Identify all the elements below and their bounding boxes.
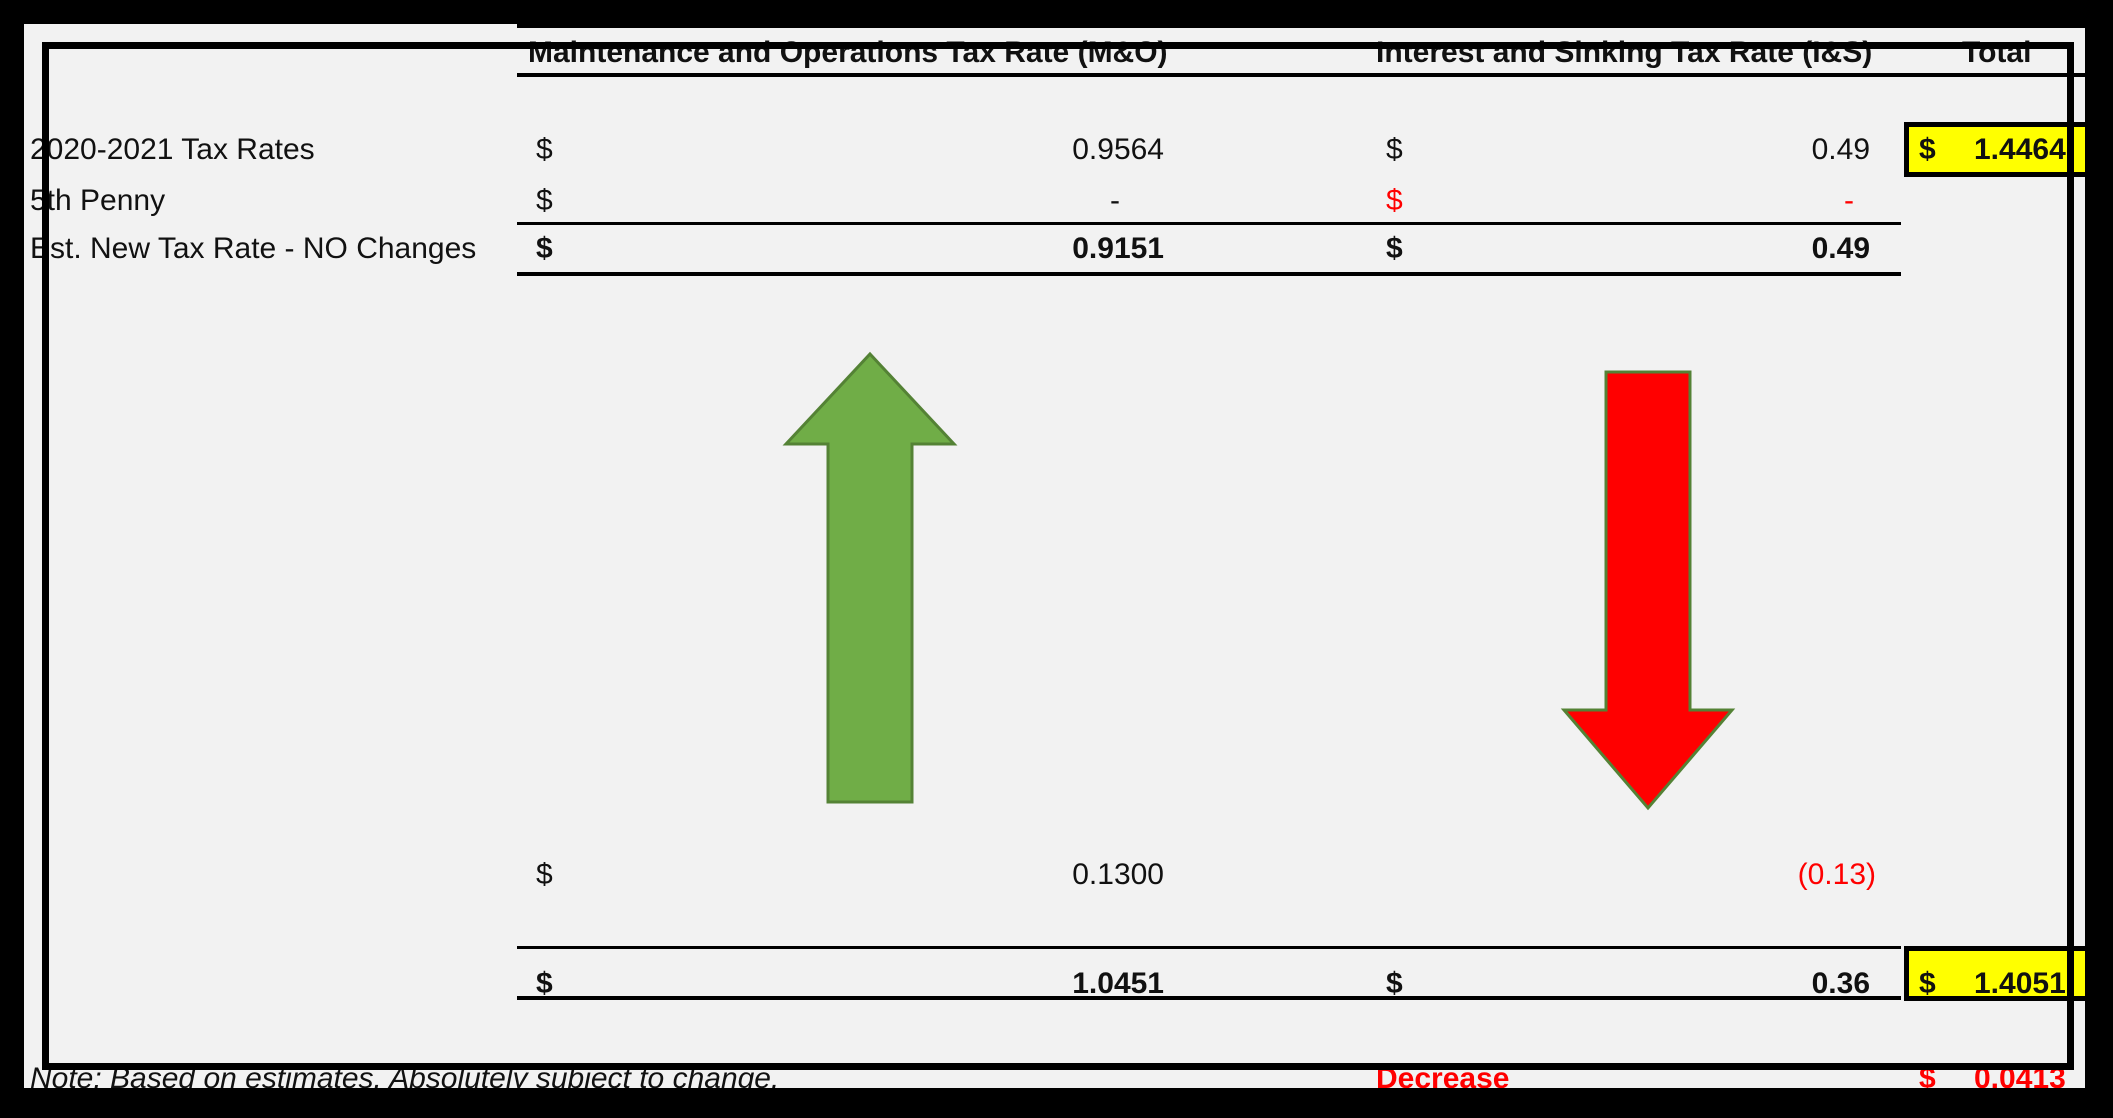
arrow-up-icon <box>782 351 958 804</box>
header-top-rule <box>517 24 2085 28</box>
decrease-label: Decrease <box>1376 1062 1510 1089</box>
decrease-value: 0.0413 <box>1974 1062 2066 1089</box>
mo-currency: $ <box>536 184 553 217</box>
row-rule <box>517 222 1901 225</box>
is-value: 0.49 <box>1811 133 1870 166</box>
header-total: Total <box>1962 36 2032 69</box>
total-bottom-rule <box>517 996 1901 1000</box>
mo-currency: $ <box>536 133 553 166</box>
mo-value: - <box>1110 184 1120 217</box>
row-rule-double <box>517 272 1901 276</box>
arrow-down-icon <box>1560 370 1736 811</box>
header-mo: Maintenance and Operations Tax Rate (M&O… <box>528 36 1168 69</box>
is-currency: $ <box>1386 133 1403 166</box>
total-cell-2020 <box>1904 122 2085 177</box>
total-currency: $ <box>1919 133 1936 166</box>
is-currency: $ <box>1386 232 1403 265</box>
is-currency: $ <box>1386 967 1403 1000</box>
spreadsheet-area: Maintenance and Operations Tax Rate (M&O… <box>24 24 2085 1088</box>
decrease-currency: $ <box>1919 1062 1936 1089</box>
mo-value: 0.9151 <box>1072 232 1164 265</box>
total-value: 1.4464 <box>1974 133 2066 166</box>
mo-currency: $ <box>536 858 553 891</box>
header-is: Interest and Sinking Tax Rate (I&S) <box>1376 36 1873 69</box>
row-label-5th-penny: 5th Penny <box>30 184 166 217</box>
total-cell-new <box>1904 946 2085 1001</box>
row-label-est-new-rate: Est. New Tax Rate - NO Changes <box>30 232 477 265</box>
header-bottom-rule <box>517 73 2085 77</box>
is-value: - <box>1844 184 1854 217</box>
is-change-value: (0.13) <box>1797 858 1876 891</box>
footnote: Note: Based on estimates. Absolutely sub… <box>30 1062 780 1089</box>
is-value: 0.49 <box>1811 232 1870 265</box>
is-currency: $ <box>1386 184 1403 217</box>
mo-currency: $ <box>536 232 553 265</box>
mo-currency: $ <box>536 967 553 1000</box>
total-value: 1.4051 <box>1974 967 2066 1000</box>
total-top-rule <box>517 946 1901 949</box>
row-label-2020-tax-rates: 2020-2021 Tax Rates <box>30 133 315 166</box>
mo-value: 0.1300 <box>1072 858 1164 891</box>
mo-value: 1.0451 <box>1072 967 1164 1000</box>
is-value: 0.36 <box>1811 967 1870 1000</box>
total-currency: $ <box>1919 967 1936 1000</box>
mo-value: 0.9564 <box>1072 133 1164 166</box>
